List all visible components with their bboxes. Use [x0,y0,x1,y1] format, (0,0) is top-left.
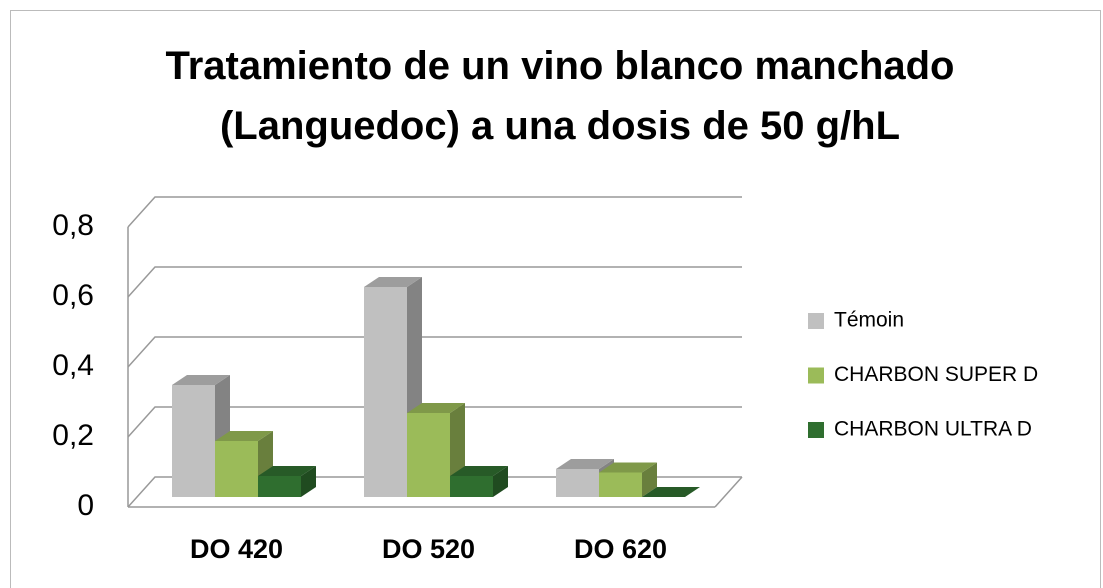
bar-top [556,459,614,469]
grid-line [127,196,742,228]
legend-swatch [808,367,824,384]
legend-swatch [808,422,824,438]
y-tick-label: 0 [77,489,94,522]
bar-top [450,466,508,476]
grid-line [127,336,742,368]
x-tick-label: DO 520 [382,534,475,564]
chart-border [10,10,1101,588]
y-tick-label: 0,8 [52,209,94,242]
x-tick-label: DO 420 [190,534,283,564]
grid-line [127,266,742,298]
bar [599,472,642,497]
bar [215,441,258,497]
bar-top [599,462,657,473]
bar-top [407,403,465,413]
y-tick-label: 0,4 [52,349,94,382]
floor-line [714,476,743,508]
bar-top [364,277,422,287]
bar [407,413,450,497]
bar-side [493,466,508,497]
bar-side [301,466,316,497]
legend-label: CHARBON SUPER D [834,363,1038,386]
legend-label: CHARBON ULTRA D [834,418,1032,441]
bar [172,385,215,497]
bar-top [215,431,273,441]
grid-line [127,406,742,438]
bar [364,287,407,497]
legend-label: Témoin [834,309,904,332]
bar-top [642,487,700,497]
legend-swatch [808,313,824,329]
bar-top [258,466,316,476]
bar-top [172,375,230,385]
bar-side [642,462,657,497]
bar [450,476,493,497]
bar [258,476,301,497]
bar [556,469,599,497]
y-tick-label: 0,2 [52,419,94,452]
grid-line [127,476,742,508]
x-tick-label: DO 620 [574,534,667,564]
chart-title: Tratamiento de un vino blanco manchado (… [165,44,955,148]
y-tick-label: 0,6 [52,279,94,312]
